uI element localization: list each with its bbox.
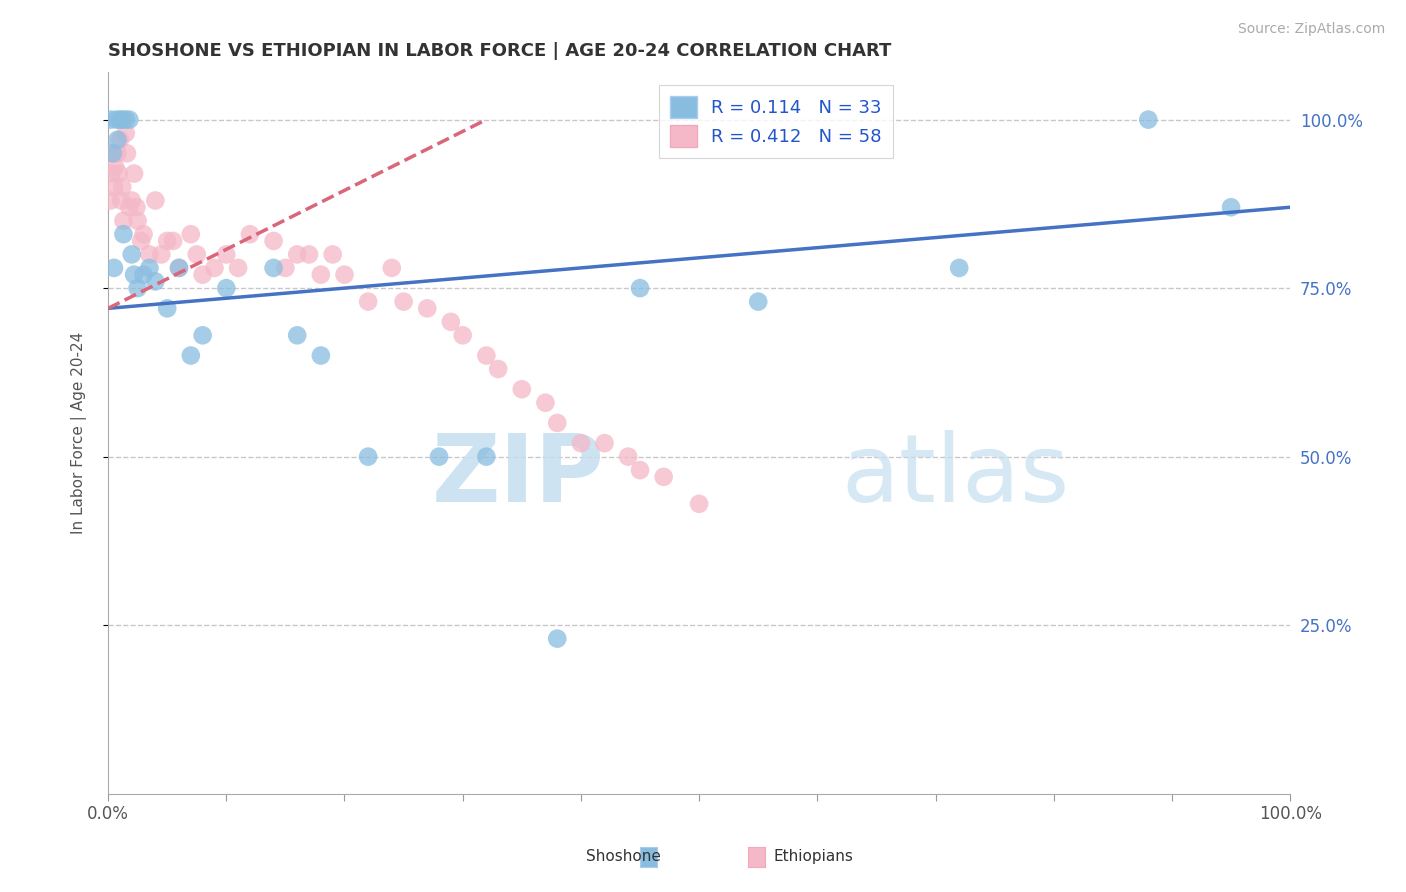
Point <box>118 200 141 214</box>
Point <box>593 436 616 450</box>
Point <box>108 133 131 147</box>
Point <box>186 247 208 261</box>
Point <box>122 268 145 282</box>
Point <box>475 450 498 464</box>
Point <box>107 133 129 147</box>
Point <box>101 146 124 161</box>
Point <box>121 194 143 208</box>
Point <box>132 227 155 242</box>
Point <box>125 200 148 214</box>
Point <box>274 260 297 275</box>
Point <box>617 450 640 464</box>
Point <box>546 632 568 646</box>
Point <box>100 112 122 127</box>
Point <box>204 260 226 275</box>
Point <box>416 301 439 316</box>
Point <box>143 274 166 288</box>
Point <box>162 234 184 248</box>
Point <box>105 112 128 127</box>
Point <box>115 146 138 161</box>
Point <box>215 247 238 261</box>
Point <box>132 268 155 282</box>
Point <box>122 167 145 181</box>
Point <box>111 112 134 127</box>
Point <box>510 382 533 396</box>
Point <box>103 180 125 194</box>
Point <box>100 194 122 208</box>
Point <box>333 268 356 282</box>
Text: Shoshone: Shoshone <box>586 849 661 863</box>
Point <box>112 213 135 227</box>
Point <box>322 247 344 261</box>
Point <box>156 301 179 316</box>
Point <box>127 281 149 295</box>
Point <box>285 247 308 261</box>
Point <box>191 268 214 282</box>
Text: SHOSHONE VS ETHIOPIAN IN LABOR FORCE | AGE 20-24 CORRELATION CHART: SHOSHONE VS ETHIOPIAN IN LABOR FORCE | A… <box>108 42 891 60</box>
Point <box>107 167 129 181</box>
Point <box>285 328 308 343</box>
Point <box>628 463 651 477</box>
Point <box>486 362 509 376</box>
Text: Ethiopians: Ethiopians <box>773 849 853 863</box>
Point <box>688 497 710 511</box>
Point <box>108 112 131 127</box>
Point <box>167 260 190 275</box>
Point <box>180 349 202 363</box>
Point <box>114 126 136 140</box>
Point <box>451 328 474 343</box>
Point <box>138 247 160 261</box>
Point <box>121 247 143 261</box>
Point <box>628 281 651 295</box>
Point <box>104 160 127 174</box>
Point <box>546 416 568 430</box>
Point <box>127 213 149 227</box>
Point <box>298 247 321 261</box>
Point <box>239 227 262 242</box>
Point <box>191 328 214 343</box>
Y-axis label: In Labor Force | Age 20-24: In Labor Force | Age 20-24 <box>72 332 87 534</box>
Point <box>156 234 179 248</box>
Point <box>167 260 190 275</box>
Point <box>1220 200 1243 214</box>
Point <box>475 349 498 363</box>
Point <box>1137 112 1160 127</box>
Point <box>100 167 122 181</box>
Point <box>150 247 173 261</box>
Text: atlas: atlas <box>841 430 1069 523</box>
Point <box>180 227 202 242</box>
Point <box>143 194 166 208</box>
Legend: R = 0.114   N = 33, R = 0.412   N = 58: R = 0.114 N = 33, R = 0.412 N = 58 <box>659 85 893 158</box>
Point <box>381 260 404 275</box>
Point <box>309 268 332 282</box>
Point <box>392 294 415 309</box>
Point <box>357 294 380 309</box>
Point <box>309 349 332 363</box>
Point <box>427 450 450 464</box>
Point <box>263 260 285 275</box>
Point <box>118 112 141 127</box>
Point <box>107 146 129 161</box>
Point <box>111 180 134 194</box>
Point <box>138 260 160 275</box>
Point <box>103 260 125 275</box>
Point <box>263 234 285 248</box>
Point <box>114 112 136 127</box>
Point <box>948 260 970 275</box>
Point <box>129 234 152 248</box>
Point <box>652 470 675 484</box>
Text: Source: ZipAtlas.com: Source: ZipAtlas.com <box>1237 22 1385 37</box>
Point <box>215 281 238 295</box>
Point <box>569 436 592 450</box>
Point <box>110 194 132 208</box>
Point <box>357 450 380 464</box>
Text: ZIP: ZIP <box>432 430 605 523</box>
Point <box>534 395 557 409</box>
Point <box>747 294 769 309</box>
Point <box>101 146 124 161</box>
Point <box>440 315 463 329</box>
Point <box>226 260 249 275</box>
Point <box>112 227 135 242</box>
Point <box>105 146 128 161</box>
